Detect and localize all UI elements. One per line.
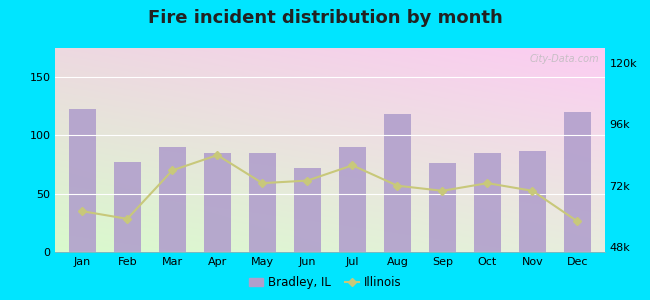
Bar bbox=[204, 153, 231, 252]
Text: City-Data.com: City-Data.com bbox=[529, 54, 599, 64]
Text: Fire incident distribution by month: Fire incident distribution by month bbox=[148, 9, 502, 27]
Bar bbox=[294, 168, 321, 252]
Bar bbox=[339, 147, 366, 252]
Bar bbox=[114, 162, 141, 252]
Bar bbox=[159, 147, 186, 252]
Legend: Bradley, IL, Illinois: Bradley, IL, Illinois bbox=[244, 272, 406, 294]
Bar bbox=[69, 109, 96, 252]
Bar bbox=[429, 164, 456, 252]
Bar bbox=[249, 153, 276, 252]
Bar bbox=[519, 151, 546, 252]
Bar bbox=[564, 112, 591, 252]
Bar bbox=[474, 153, 501, 252]
Bar bbox=[384, 114, 411, 252]
